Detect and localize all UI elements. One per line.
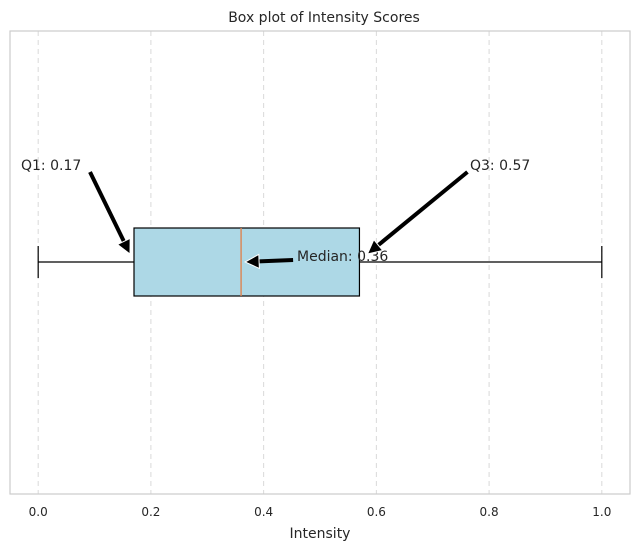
x-tick-label: 0.4 (254, 505, 273, 519)
x-tick-label: 0.6 (367, 505, 386, 519)
x-tick-label: 0.8 (480, 505, 499, 519)
annotation-arrow-shaft (377, 170, 469, 247)
annotation-arrow-head (366, 238, 384, 255)
annotation-label-median: Median: 0.36 (297, 249, 388, 265)
annotation-label-q3: Q3: 0.57 (470, 158, 530, 174)
x-tick-label: 1.0 (592, 505, 611, 519)
annotation-arrow-head (243, 253, 260, 270)
annotation-label-q1: Q1: 0.17 (21, 158, 81, 174)
x-tick-labels: 0.0 0.2 0.4 0.6 0.8 1.0 (29, 505, 612, 519)
x-tick-label: 0.0 (29, 505, 48, 519)
plot-frame (9, 30, 631, 495)
x-tick-label: 0.2 (141, 505, 160, 519)
annotations: Q1: 0.17 Median: 0.36 Q3: 0.57 (21, 158, 530, 270)
annotation-arrow-shaft (88, 171, 126, 243)
chart-title: Box plot of Intensity Scores (228, 10, 420, 26)
annotation-arrow-shaft (258, 258, 294, 264)
x-axis-label: Intensity (290, 526, 351, 542)
annotation-arrow-head (116, 237, 131, 256)
